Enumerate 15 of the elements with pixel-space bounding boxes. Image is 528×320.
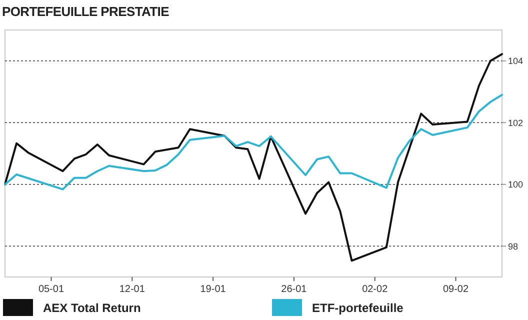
y-tick-label: 100 bbox=[508, 180, 524, 190]
x-tick-label: 09-02 bbox=[442, 284, 469, 295]
line-series bbox=[4, 94, 503, 190]
y-tick-label: 104 bbox=[508, 56, 524, 66]
y-tick-label: 102 bbox=[508, 118, 524, 128]
x-tick-label: 19-01 bbox=[200, 284, 226, 295]
legend-label: AEX Total Return bbox=[43, 301, 141, 315]
y-tick-label: 98 bbox=[508, 241, 518, 252]
x-tick-label: 02-02 bbox=[362, 284, 388, 295]
x-tick-label: 26-01 bbox=[281, 284, 308, 295]
x-tick-label: 05-01 bbox=[38, 284, 64, 295]
legend-label: ETF-portefeuille bbox=[312, 301, 404, 315]
x-tick-label: 12-01 bbox=[119, 284, 146, 295]
chart-title: PORTEFEUILLE PRESTATIE bbox=[2, 4, 170, 19]
line-series bbox=[4, 53, 503, 262]
